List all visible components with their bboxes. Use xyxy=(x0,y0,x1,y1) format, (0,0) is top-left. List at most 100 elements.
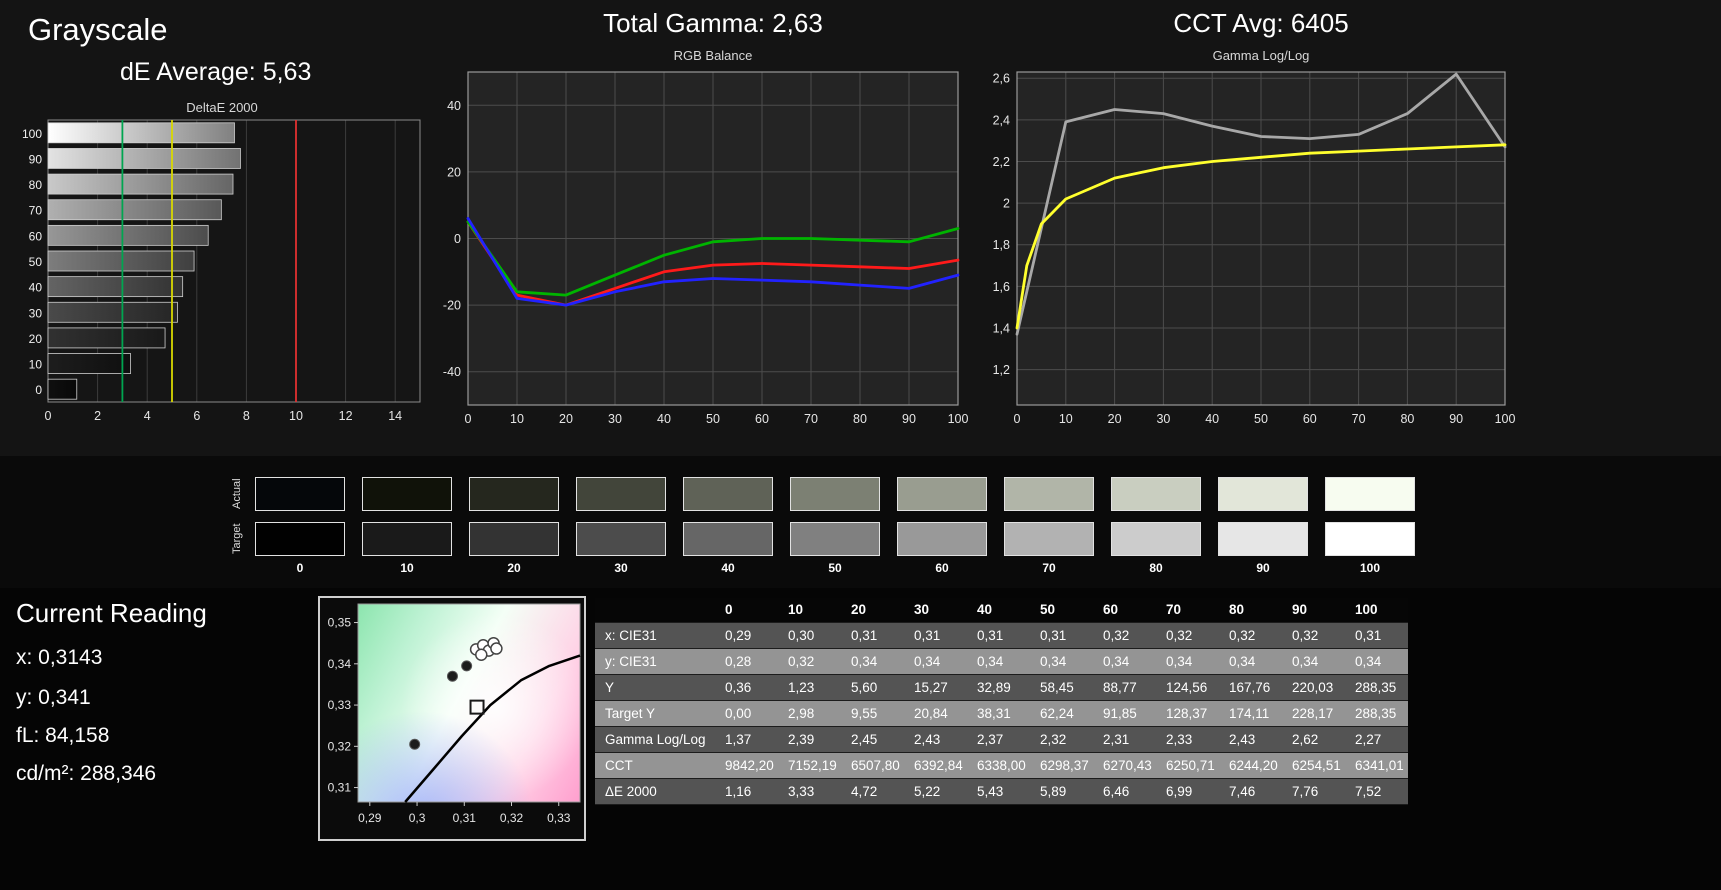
table-cell: 6341,01 xyxy=(1345,752,1408,779)
cie-chromaticity-diagram: 0,35 0,34 0,33 0,32 0,31 0,29 0,3 0,31 0,32 0,33 xyxy=(318,596,586,841)
gamma-chart-title: Gamma Log/Log xyxy=(1212,48,1310,63)
table-cell: 2,45 xyxy=(841,726,904,753)
table-cell: 6298,37 xyxy=(1030,752,1093,779)
svg-text:80: 80 xyxy=(853,412,867,426)
swatch-level-label: 100 xyxy=(1359,561,1381,575)
cct-avg-label: CCT Avg: 6405 xyxy=(1173,8,1349,38)
svg-text:40: 40 xyxy=(1205,412,1219,426)
table-cell: 220,03 xyxy=(1282,674,1345,701)
table-row-label: CCT xyxy=(595,752,715,779)
table-cell: 7,52 xyxy=(1345,778,1408,805)
table-cell: 6250,71 xyxy=(1156,752,1219,779)
table-cell: 2,37 xyxy=(967,726,1030,753)
svg-text:90: 90 xyxy=(29,152,43,166)
svg-text:12: 12 xyxy=(339,409,353,423)
svg-text:0,31: 0,31 xyxy=(453,811,477,825)
actual-swatch-10 xyxy=(362,477,452,511)
table-cell: 0,31 xyxy=(1345,622,1408,649)
table-row: Y 0,36 1,23 5,60 15,27 32,89 58,45 88,77 124,56 1… xyxy=(595,674,1408,701)
table-cell: 228,17 xyxy=(1282,700,1345,727)
svg-text:100: 100 xyxy=(22,127,42,141)
svg-text:10: 10 xyxy=(1059,412,1073,426)
svg-text:2: 2 xyxy=(1003,197,1010,211)
table-row-label: x: CIE31 xyxy=(595,622,715,649)
svg-text:0: 0 xyxy=(465,412,472,426)
table-row-label: Gamma Log/Log xyxy=(595,726,715,753)
table-row: Target Y 0,00 2,98 9,55 20,84 38,31 62,24 91,85… xyxy=(595,700,1408,727)
swatch-level-label: 80 xyxy=(1149,561,1163,575)
svg-text:0: 0 xyxy=(45,409,52,423)
swatch-level-label: 30 xyxy=(614,561,628,575)
table-cell: 88,77 xyxy=(1093,674,1156,701)
table-cell: 1,16 xyxy=(715,778,778,805)
table-row-label: y: CIE31 xyxy=(595,648,715,675)
table-cell: 0,31 xyxy=(841,622,904,649)
table-col-header: 90 xyxy=(1282,598,1345,623)
total-gamma-label: Total Gamma: 2,63 xyxy=(603,8,823,38)
svg-text:20: 20 xyxy=(1108,412,1122,426)
svg-text:-40: -40 xyxy=(443,365,461,379)
table-col-header: 10 xyxy=(778,598,841,623)
svg-text:10: 10 xyxy=(29,358,43,372)
svg-text:0: 0 xyxy=(454,232,461,246)
swatch-level-label: 10 xyxy=(400,561,414,575)
table-cell: 32,89 xyxy=(967,674,1030,701)
svg-text:60: 60 xyxy=(1303,412,1317,426)
table-cell: 2,31 xyxy=(1093,726,1156,753)
table-cell: 0,34 xyxy=(1093,648,1156,675)
table-cell: 6,46 xyxy=(1093,778,1156,805)
target-swatch-row xyxy=(255,522,1415,556)
table-row: Gamma Log/Log 1,37 2,39 2,45 2,43 2,37 2,32 2,3… xyxy=(595,726,1408,753)
table-cell: 0,31 xyxy=(904,622,967,649)
table-cell: 5,22 xyxy=(904,778,967,805)
table-cell: 6244,20 xyxy=(1219,752,1282,779)
table-cell: 1,37 xyxy=(715,726,778,753)
svg-text:30: 30 xyxy=(608,412,622,426)
svg-text:0,29: 0,29 xyxy=(358,811,382,825)
table-cell: 0,32 xyxy=(1093,622,1156,649)
svg-text:2,4: 2,4 xyxy=(993,113,1010,127)
actual-swatch-100 xyxy=(1325,477,1415,511)
table-cell: 7152,19 xyxy=(778,752,841,779)
swatch-level-label: 60 xyxy=(935,561,949,575)
table-cell: 174,11 xyxy=(1219,700,1282,727)
table-col-header: 20 xyxy=(841,598,904,623)
actual-swatch-80 xyxy=(1111,477,1201,511)
svg-text:0,34: 0,34 xyxy=(328,657,352,671)
svg-text:0,32: 0,32 xyxy=(328,739,352,753)
table-row: ΔE 2000 1,16 3,33 4,72 5,22 5,43 5,89 6,46 6,99 7… xyxy=(595,778,1408,805)
measurement-table: 0 10 20 30 40 50 60 70 80 90 100 x: CIE31 0,29 0,30 0,… xyxy=(595,598,1408,805)
page-title: Grayscale xyxy=(28,12,168,47)
svg-text:20: 20 xyxy=(29,332,43,346)
table-cell: 0,29 xyxy=(715,622,778,649)
table-cell: 6338,00 xyxy=(967,752,1030,779)
table-cell: 0,32 xyxy=(778,648,841,675)
table-cell: 0,34 xyxy=(1219,648,1282,675)
table-cell: 6270,43 xyxy=(1093,752,1156,779)
de-average-label: dE Average: 5,63 xyxy=(120,58,312,86)
actual-swatch-30 xyxy=(576,477,666,511)
table-cell: 1,23 xyxy=(778,674,841,701)
actual-swatch-40 xyxy=(683,477,773,511)
reading-fl: fL: 84,158 xyxy=(16,724,110,747)
table-cell: 38,31 xyxy=(967,700,1030,727)
svg-text:10: 10 xyxy=(510,412,524,426)
table-cell: 0,34 xyxy=(1030,648,1093,675)
swatch-level-label: 90 xyxy=(1256,561,1270,575)
table-cell: 2,32 xyxy=(1030,726,1093,753)
svg-text:0: 0 xyxy=(35,383,42,397)
svg-text:60: 60 xyxy=(755,412,769,426)
svg-text:-20: -20 xyxy=(443,299,461,313)
cie-overlay: 0,35 0,34 0,33 0,32 0,31 0,29 0,3 0,31 0,32 0,33 xyxy=(328,603,581,825)
table-col-header: 50 xyxy=(1030,598,1093,623)
table-row-label: Target Y xyxy=(595,700,715,727)
svg-text:70: 70 xyxy=(804,412,818,426)
table-col-header: 30 xyxy=(904,598,967,623)
reading-y: y: 0,341 xyxy=(16,686,91,709)
svg-text:1,4: 1,4 xyxy=(993,321,1010,335)
target-swatch-80 xyxy=(1111,522,1201,556)
table-cell: 5,43 xyxy=(967,778,1030,805)
target-swatch-30 xyxy=(576,522,666,556)
table-cell: 58,45 xyxy=(1030,674,1093,701)
